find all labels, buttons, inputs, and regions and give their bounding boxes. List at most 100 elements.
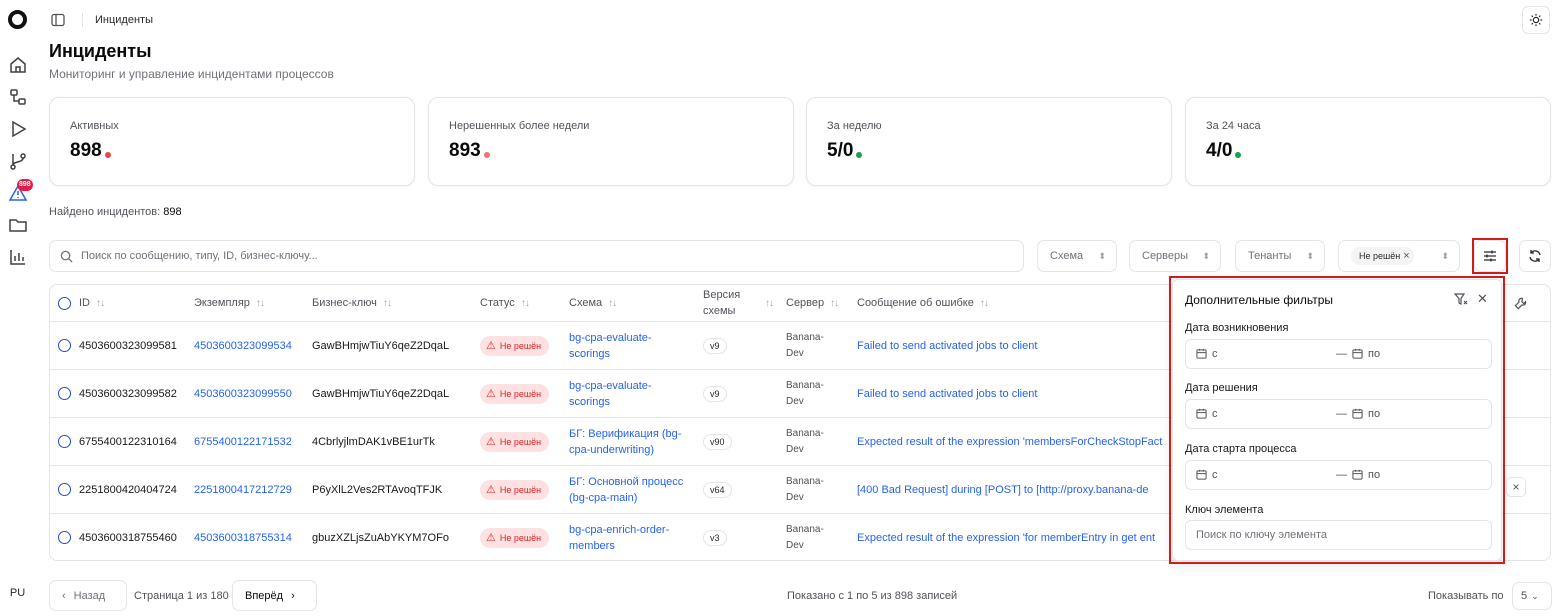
schema-link[interactable]: БГ: Верификация (bg-cpa-underwriting) [569,427,682,456]
col-business-key[interactable]: Бизнес-ключ ↑↓ [312,297,392,309]
incident-count-badge: 898 [17,179,33,191]
status-dot [1235,152,1242,158]
schema-link[interactable]: bg-cpa-evaluate-scorings [569,331,652,360]
chevron-left-icon: ‹ [62,589,66,602]
server: Banana- Dev [786,523,824,551]
theme-toggle-button[interactable] [1522,6,1550,34]
table-row[interactable]: 6755400122310164 6755400122171532 4Cbrlyjl… [50,417,1550,465]
element-key-input[interactable] [1185,520,1492,550]
chevron-updown-icon: ⬍ [1098,250,1106,261]
tenants-select[interactable]: Тенанты ⬍ [1235,240,1325,272]
col-status[interactable]: Статус ↑↓ [480,297,530,309]
row-id: 4503600323099582 [58,370,177,417]
instance-link[interactable]: 2251800417212729 [194,483,292,496]
row-checkbox[interactable] [58,531,71,544]
sidebar-toggle-icon[interactable] [50,12,66,28]
stat-label: Активных [70,120,119,132]
git-branch-icon[interactable] [8,151,28,171]
found-count: Найдено инцидентов: 898 [49,206,182,218]
version-badge: v64 [703,466,732,513]
schema-select[interactable]: Схема ⬍ [1037,240,1117,272]
table-row[interactable]: 4503600323099582 4503600323099550 GawBHmjw… [50,369,1550,417]
table-row[interactable]: 4503600318755460 4503600318755314 gbuzXZLj… [50,513,1550,560]
refresh-button[interactable] [1519,240,1551,272]
table-row[interactable]: 2251800420404724 2251800417212729 P6yXlL2V… [50,465,1550,513]
resolved-date-range[interactable]: с — по [1185,399,1492,429]
next-page-button[interactable]: Вперёд › [232,580,317,611]
sort-icon: ↑↓ [520,297,530,309]
alert-triangle-icon: ⚠ [486,340,496,352]
status-badge: ⚠ Не решён [480,370,550,417]
sort-icon: ↑↓ [979,297,989,309]
popover-title: Дополнительные фильтры [1185,293,1334,307]
sort-icon: ↑↓ [255,297,265,309]
app-logo[interactable] [8,10,27,29]
row-checkbox[interactable] [58,483,71,496]
row-id: 4503600318755460 [58,514,177,560]
page-title: Инциденты [49,41,152,61]
row-checkbox[interactable] [58,387,71,400]
col-message[interactable]: Сообщение об ошибке ↑↓ [857,297,989,309]
created-date-range[interactable]: с — по [1185,339,1492,369]
calendar-icon [1196,469,1207,480]
servers-select[interactable]: Серверы ⬍ [1129,240,1221,272]
stat-value: 4/0 [1206,140,1233,161]
col-instance[interactable]: Экземпляр ↑↓ [194,297,265,309]
advanced-filters-button[interactable] [1474,240,1506,272]
breadcrumb: Инциденты [95,14,153,26]
hierarchy-icon[interactable] [8,87,28,107]
close-icon: × [1512,480,1520,494]
close-icon[interactable]: ✕ [1477,291,1488,306]
sort-icon: ↑↓ [382,297,392,309]
wrench-icon[interactable] [1514,285,1527,321]
search-input[interactable] [81,250,1023,262]
schema-link[interactable]: БГ: Основной процесс (bg-cpa-main) [569,475,684,504]
error-message-link[interactable]: Failed to send activated jobs to client [857,339,1038,352]
alert-triangle-icon: ⚠ [486,484,496,496]
close-icon[interactable]: × [1403,250,1410,262]
status-badge: ⚠ Не решён [480,514,550,560]
records-shown: Показано с 1 по 5 из 898 записей [787,590,958,602]
per-page-select[interactable]: 5 ⌄ [1512,582,1552,610]
error-message-link[interactable]: [400 Bad Request] during [POST] to [http… [857,483,1149,496]
alert-triangle-icon[interactable] [8,183,28,203]
folder-icon[interactable] [8,215,28,235]
home-icon[interactable] [8,55,28,75]
started-date-range[interactable]: с — по [1185,460,1492,490]
play-icon[interactable] [8,119,28,139]
schema-link[interactable]: bg-cpa-evaluate-scorings [569,379,652,408]
avatar[interactable]: PU [9,587,26,599]
error-message-link[interactable]: Failed to send activated jobs to client [857,387,1038,400]
calendar-icon [1196,408,1207,419]
prev-page-button[interactable]: ‹ Назад [49,580,127,611]
stat-value: 898 [70,140,102,161]
instance-link[interactable]: 4503600318755314 [194,531,292,544]
col-server[interactable]: Сервер ↑↓ [786,297,839,309]
row-checkbox[interactable] [58,435,71,448]
select-all-checkbox[interactable] [58,296,71,310]
page-info: Страница 1 из 180 [134,590,229,602]
dismiss-row-button[interactable]: × [1506,477,1526,497]
instance-link[interactable]: 4503600323099550 [194,387,292,400]
refresh-icon [1529,250,1541,262]
stat-card-week: За неделю 5/0 [806,97,1172,186]
stat-label: За неделю [827,120,882,132]
status-dot [856,152,863,158]
instance-link[interactable]: 6755400122171532 [194,435,292,448]
col-id[interactable]: ID ↑↓ [58,285,105,321]
instance-link[interactable]: 4503600323099534 [194,339,292,352]
status-select[interactable]: Не решён × ⬍ [1338,240,1460,272]
col-schema[interactable]: Схема ↑↓ [569,297,617,309]
filter-reset-icon[interactable] [1454,292,1468,306]
business-key: P6yXlL2Ves2RTAvoqTFJK [312,483,443,496]
server: Banana- Dev [786,427,824,455]
row-checkbox[interactable] [58,339,71,352]
status-dot [104,152,111,158]
chevron-updown-icon: ⬍ [1202,250,1210,261]
error-message-link[interactable]: Expected result of the expression 'for m… [857,531,1156,544]
table-row[interactable]: 4503600323099581 4503600323099534 GawBHmjw… [50,321,1550,369]
error-message-link[interactable]: Expected result of the expression 'membe… [857,435,1163,448]
schema-link[interactable]: bg-cpa-enrich-order-members [569,523,670,552]
col-version[interactable]: Версия схемы ↑↓ [703,289,774,317]
bar-chart-icon[interactable] [8,247,28,267]
